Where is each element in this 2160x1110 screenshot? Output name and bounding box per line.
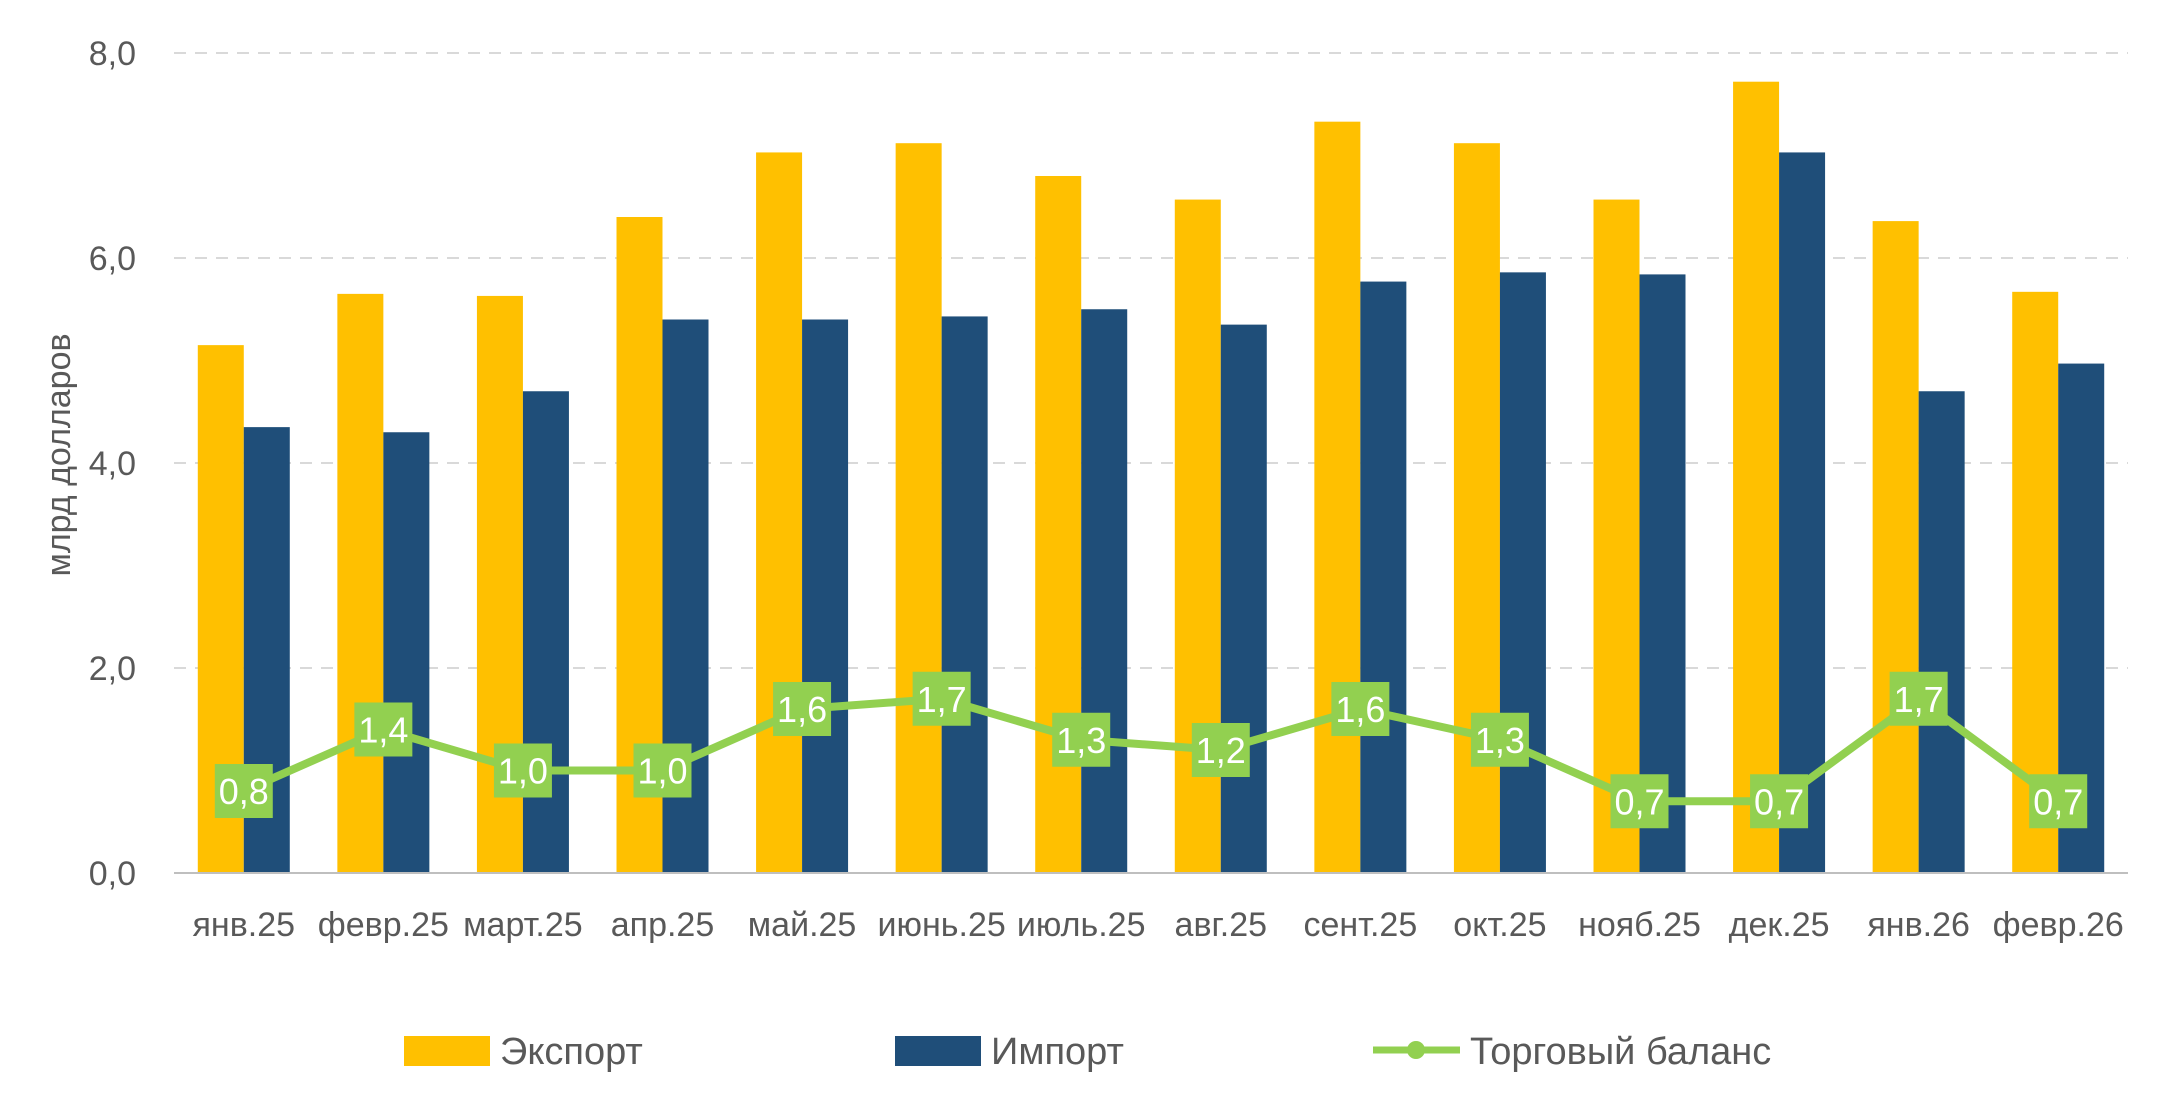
bar-import [1081, 309, 1128, 873]
balance-data-label: 0,8 [219, 771, 269, 812]
balance-data-label: 1,2 [1196, 730, 1246, 771]
balance-data-label: 0,7 [1614, 781, 1664, 822]
x-tick-label: нояб.25 [1578, 906, 1701, 944]
bar-export [1733, 81, 1780, 873]
balance-marker [912, 671, 971, 726]
balance-data-label: 1,0 [498, 751, 548, 792]
balance-data-label: 1,0 [637, 751, 687, 792]
bar-import [941, 316, 988, 873]
balance-data-label: 1,6 [777, 689, 827, 730]
y-axis-title: млрд долларов [40, 333, 78, 576]
balance-data-label: 1,4 [358, 710, 408, 751]
bar-import [1499, 272, 1546, 874]
x-tick-label: февр.26 [1993, 906, 2124, 944]
balance-data-label: 1,7 [1894, 679, 1944, 720]
balance-data-label: 1,6 [1335, 689, 1385, 730]
balance-data-label: 1,3 [1056, 720, 1106, 761]
y-tick-label: 6,0 [89, 240, 136, 278]
y-tick-label: 0,0 [89, 855, 136, 893]
bar-import [1360, 281, 1407, 873]
bar-import [1639, 274, 1686, 873]
balance-marker [1191, 723, 1250, 777]
y-tick-label: 2,0 [89, 650, 136, 688]
x-tick-label: апр.25 [611, 906, 715, 944]
bar-export [337, 293, 384, 873]
y-tick-label: 4,0 [89, 445, 136, 483]
balance-marker [633, 743, 692, 798]
balance-data-label: 0,7 [1754, 781, 1804, 822]
balance-marker [1610, 774, 1669, 829]
bar-export [895, 143, 942, 873]
legend-label-import: Импорт [991, 1031, 1124, 1073]
legend-label-export: Экспорт [500, 1031, 643, 1073]
legend-swatch-export [404, 1036, 490, 1066]
bar-import [1220, 324, 1267, 873]
balance-data-label: 1,3 [1475, 720, 1525, 761]
y-tick-label: 8,0 [89, 35, 136, 73]
legend: Экспорт Импорт Торговый баланс [404, 1031, 1771, 1073]
bar-import [383, 432, 430, 873]
balance-marker [1052, 712, 1111, 767]
y-axis-ticks: 0,0 2,0 4,0 6,0 8,0 [89, 35, 136, 893]
bar-layer [197, 81, 2105, 874]
grid-layer [174, 52, 2128, 669]
legend-label-balance: Торговый баланс [1470, 1031, 1771, 1073]
balance-marker [354, 702, 413, 757]
x-tick-label: сент.25 [1303, 906, 1417, 944]
x-tick-label: май.25 [748, 906, 857, 944]
x-tick-label: янв.26 [1867, 906, 1970, 944]
x-tick-label: авг.25 [1175, 906, 1268, 944]
bar-export [1872, 221, 1919, 874]
bar-import [522, 391, 569, 873]
balance-marker [773, 682, 832, 736]
bar-import [1779, 152, 1826, 874]
balance-marker [1750, 774, 1809, 829]
x-tick-label: янв.25 [193, 906, 296, 944]
x-tick-label: март.25 [463, 906, 583, 944]
balance-line-layer: 0,8 1,4 1,0 1,0 1,6 1,7 1,3 1,2 1,6 1,3 0,7 0,7 1,7 0… [214, 671, 2088, 829]
bar-import [802, 319, 849, 873]
x-tick-label: дек.25 [1729, 906, 1830, 944]
x-tick-label: июнь.25 [878, 906, 1006, 944]
bar-export [1314, 121, 1361, 874]
x-axis-ticks: янв.25 февр.25 март.25 апр.25 май.25 июнь.25 и… [193, 906, 2124, 944]
balance-marker [214, 764, 273, 818]
x-tick-label: окт.25 [1453, 906, 1546, 944]
balance-data-label: 1,7 [917, 679, 967, 720]
bar-import [1918, 391, 1965, 873]
x-tick-label: февр.25 [318, 906, 449, 944]
bar-export [1593, 199, 1640, 873]
x-tick-label: июль.25 [1017, 906, 1146, 944]
legend-swatch-import [895, 1036, 981, 1066]
legend-swatch-balance-marker [1407, 1041, 1425, 1059]
balance-marker [1470, 712, 1529, 767]
bar-export [1035, 176, 1082, 873]
balance-marker [1331, 682, 1390, 736]
balance-marker [1889, 671, 1948, 726]
balance-marker [493, 743, 552, 798]
balance-marker [2029, 774, 2088, 829]
balance-data-label: 0,7 [2033, 781, 2083, 822]
bar-export [756, 152, 803, 874]
